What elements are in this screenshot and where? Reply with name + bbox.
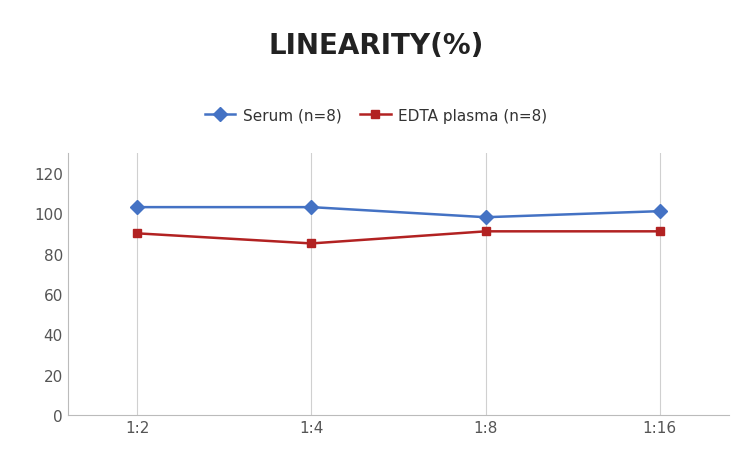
Serum (n=8) xyxy=(133,205,142,210)
Legend: Serum (n=8), EDTA plasma (n=8): Serum (n=8), EDTA plasma (n=8) xyxy=(199,102,553,129)
Line: Serum (n=8): Serum (n=8) xyxy=(132,203,665,223)
Text: LINEARITY(%): LINEARITY(%) xyxy=(268,32,484,60)
EDTA plasma (n=8) xyxy=(481,229,490,235)
Serum (n=8) xyxy=(481,215,490,221)
EDTA plasma (n=8) xyxy=(133,231,142,236)
Serum (n=8) xyxy=(307,205,316,210)
EDTA plasma (n=8) xyxy=(307,241,316,247)
Serum (n=8) xyxy=(655,209,664,214)
Line: EDTA plasma (n=8): EDTA plasma (n=8) xyxy=(133,228,664,248)
EDTA plasma (n=8) xyxy=(655,229,664,235)
